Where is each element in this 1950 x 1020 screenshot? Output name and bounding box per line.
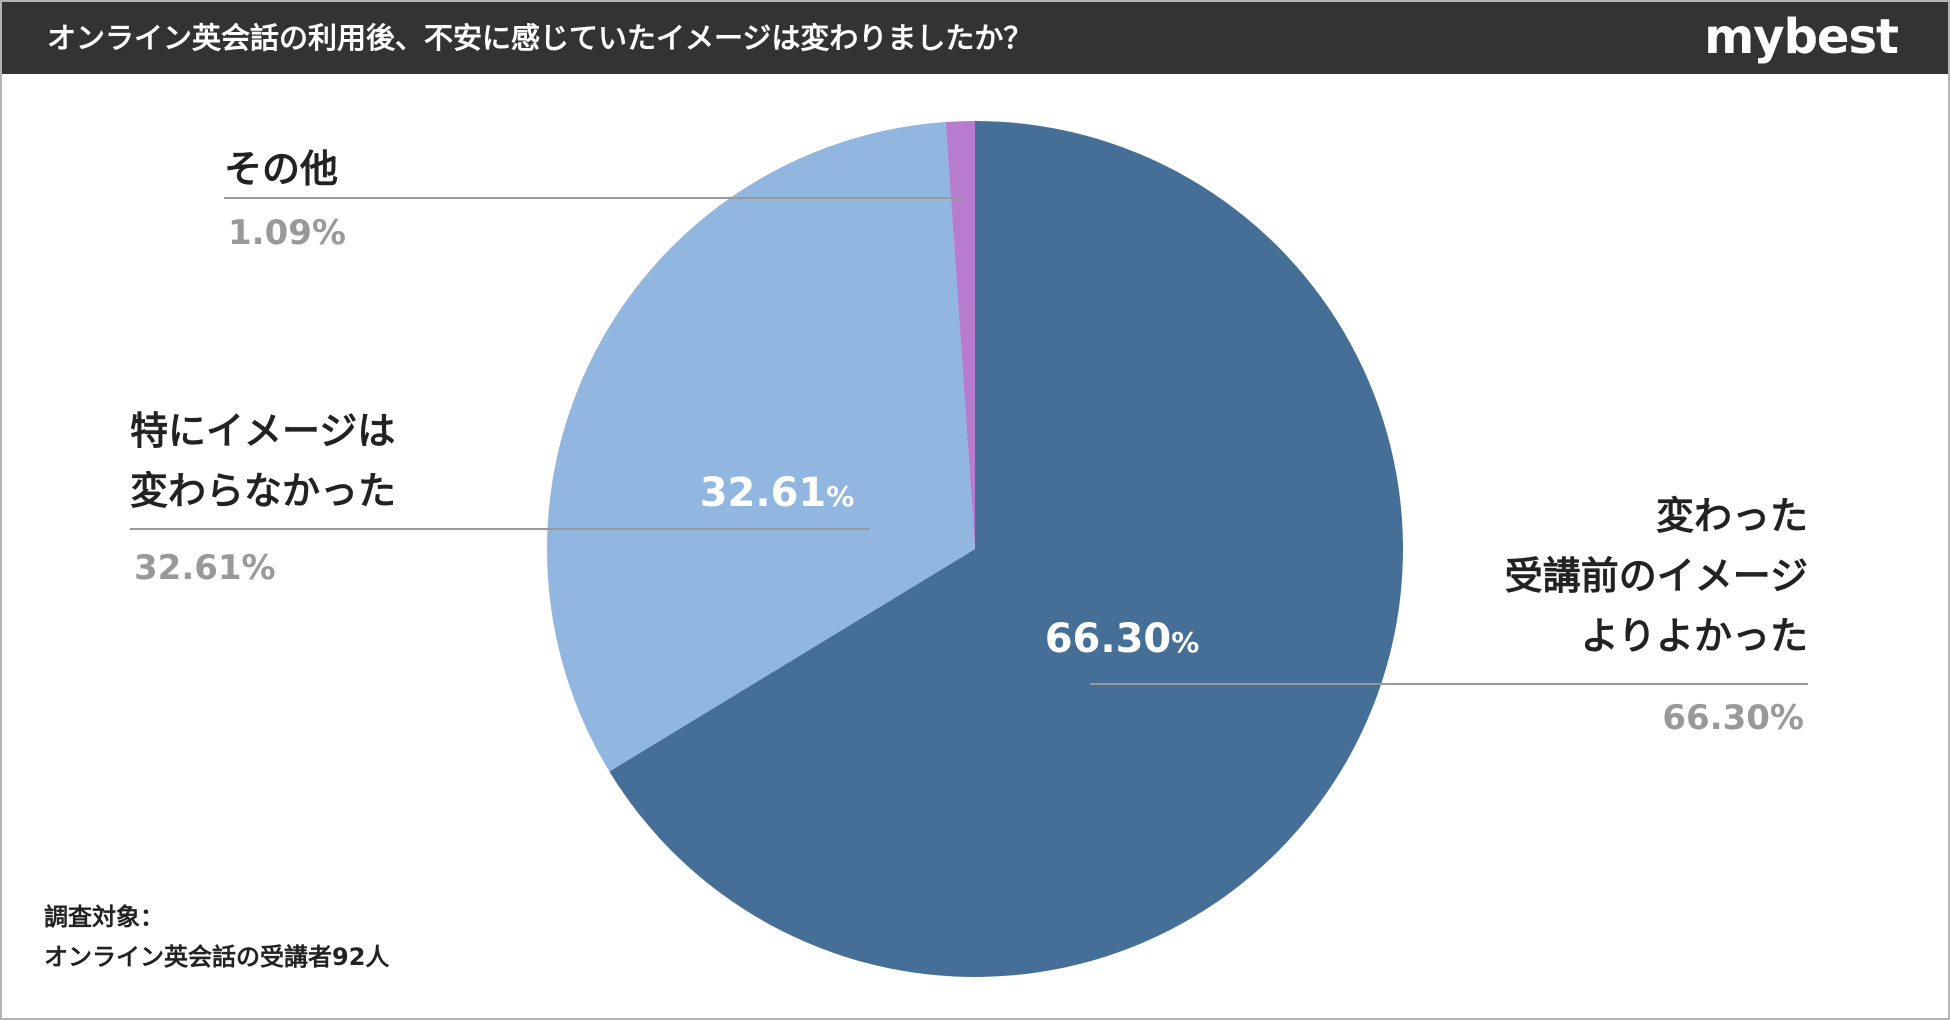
brand-logo: mybest (1704, 9, 1899, 65)
slice-inner-value-0: 66.30% (1045, 616, 1200, 662)
slice-percent-2: 1.09% (228, 213, 346, 253)
slice-percent-0: 66.30% (1662, 698, 1804, 738)
slice-label-0-line-0: 変わった (1656, 494, 1808, 538)
chart-title: オンライン英会話の利用後、不安に感じていたイメージは変わりましたか？ (47, 21, 1033, 55)
slice-label-2-line-0: その他 (224, 147, 338, 191)
footnote-subject: オンライン英会話の受講者92人 (44, 943, 390, 971)
survey-footnote: 調査対象： オンライン英会話の受講者92人 (44, 897, 389, 977)
slice-inner-value-1: 32.61% (700, 470, 855, 516)
header-bar: オンライン英会話の利用後、不安に感じていたイメージは変わりましたか？ mybes… (2, 2, 1948, 74)
slice-percent-1: 32.61% (134, 548, 276, 588)
footnote-label: 調査対象： (44, 903, 164, 931)
slice-label-1-line-1: 変わらなかった (130, 469, 396, 513)
slice-label-0-line-2: よりよかった (1581, 614, 1808, 658)
slice-label-1-line-0: 特にイメージは (130, 409, 395, 453)
pie-slice-0 (609, 121, 1404, 978)
slice-label-0-line-1: 受講前のイメージ (1505, 554, 1808, 598)
pie-slice-1 (546, 122, 975, 772)
pie-slice-2 (945, 121, 975, 549)
